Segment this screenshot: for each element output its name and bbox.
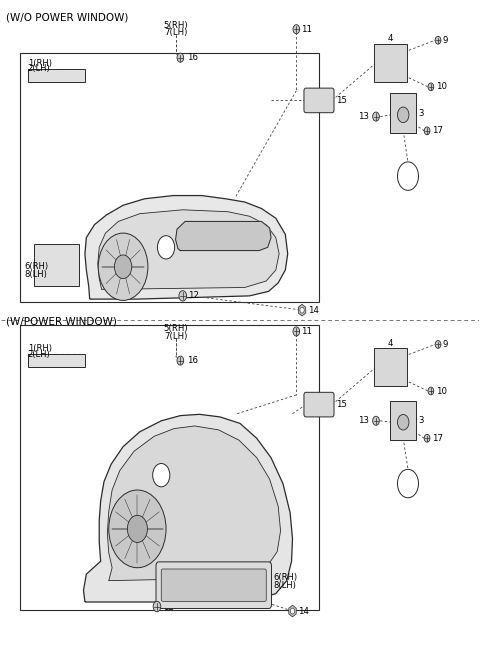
Text: 8(LH): 8(LH) (274, 580, 296, 590)
Text: 16: 16 (187, 53, 198, 62)
Circle shape (435, 341, 441, 348)
Text: 9: 9 (443, 36, 448, 45)
Circle shape (127, 515, 147, 543)
Text: (W/O POWER WINDOW): (W/O POWER WINDOW) (6, 12, 129, 23)
Circle shape (153, 463, 170, 487)
Text: 5(RH): 5(RH) (163, 324, 188, 333)
FancyBboxPatch shape (161, 569, 266, 601)
Text: 13: 13 (358, 416, 369, 425)
Text: 15: 15 (336, 96, 347, 105)
Text: 6(RH): 6(RH) (24, 262, 48, 271)
Text: 4: 4 (387, 339, 393, 348)
Text: A: A (158, 471, 164, 480)
Circle shape (397, 107, 409, 123)
Circle shape (397, 162, 419, 190)
Circle shape (98, 233, 148, 300)
FancyBboxPatch shape (390, 94, 416, 133)
Text: 2(LH): 2(LH) (28, 64, 50, 73)
Text: 7(LH): 7(LH) (164, 332, 187, 341)
Text: 17: 17 (432, 434, 443, 443)
Text: 9: 9 (443, 340, 448, 349)
Text: 14: 14 (298, 607, 309, 616)
Text: 6(RH): 6(RH) (274, 573, 298, 582)
Text: A: A (405, 172, 411, 181)
Bar (28, 354, 85, 367)
Text: 3: 3 (419, 109, 424, 118)
Circle shape (428, 387, 434, 395)
FancyBboxPatch shape (390, 400, 416, 440)
Circle shape (177, 356, 184, 365)
Circle shape (153, 601, 161, 612)
Text: 4: 4 (387, 34, 393, 44)
Circle shape (290, 608, 295, 614)
Text: (W/POWER WINDOW): (W/POWER WINDOW) (6, 317, 117, 327)
Circle shape (177, 53, 184, 62)
Text: 2(LH): 2(LH) (28, 350, 50, 359)
FancyBboxPatch shape (156, 562, 272, 608)
Text: 1(RH): 1(RH) (28, 344, 52, 354)
Text: 17: 17 (432, 126, 443, 135)
FancyBboxPatch shape (374, 348, 407, 386)
Text: 1(RH): 1(RH) (28, 59, 52, 68)
Circle shape (293, 25, 300, 34)
FancyBboxPatch shape (374, 44, 407, 82)
Polygon shape (176, 222, 271, 250)
Text: 3: 3 (419, 416, 424, 425)
PathPatch shape (98, 210, 279, 289)
Circle shape (157, 236, 175, 259)
Text: 5(RH): 5(RH) (163, 21, 188, 30)
Bar (34, 244, 79, 286)
Text: 15: 15 (336, 400, 347, 409)
FancyBboxPatch shape (304, 88, 334, 112)
Text: 12: 12 (189, 291, 200, 300)
Circle shape (428, 83, 434, 91)
Circle shape (293, 327, 300, 336)
Text: 14: 14 (308, 306, 319, 315)
Bar (21, 53, 319, 302)
Text: 16: 16 (187, 356, 198, 365)
Circle shape (397, 415, 409, 430)
Circle shape (372, 416, 379, 425)
Bar (21, 325, 319, 610)
Circle shape (424, 434, 430, 442)
Text: 13: 13 (358, 112, 369, 121)
Circle shape (300, 307, 304, 313)
FancyBboxPatch shape (304, 393, 334, 417)
Circle shape (397, 469, 419, 498)
Text: A: A (163, 244, 168, 252)
Circle shape (435, 36, 441, 44)
Text: 11: 11 (301, 327, 312, 336)
Text: A: A (405, 480, 411, 489)
Text: 10: 10 (436, 387, 447, 395)
PathPatch shape (108, 426, 281, 580)
Text: 12: 12 (163, 603, 174, 612)
Circle shape (424, 127, 430, 135)
PathPatch shape (84, 414, 292, 602)
Circle shape (109, 490, 166, 567)
Circle shape (179, 291, 187, 301)
PathPatch shape (85, 196, 288, 299)
Text: 8(LH): 8(LH) (24, 270, 47, 279)
Text: 11: 11 (301, 25, 312, 34)
Circle shape (114, 255, 132, 279)
Circle shape (372, 112, 379, 121)
Bar (28, 70, 85, 83)
Text: 7(LH): 7(LH) (164, 28, 187, 37)
Text: 10: 10 (436, 83, 447, 91)
